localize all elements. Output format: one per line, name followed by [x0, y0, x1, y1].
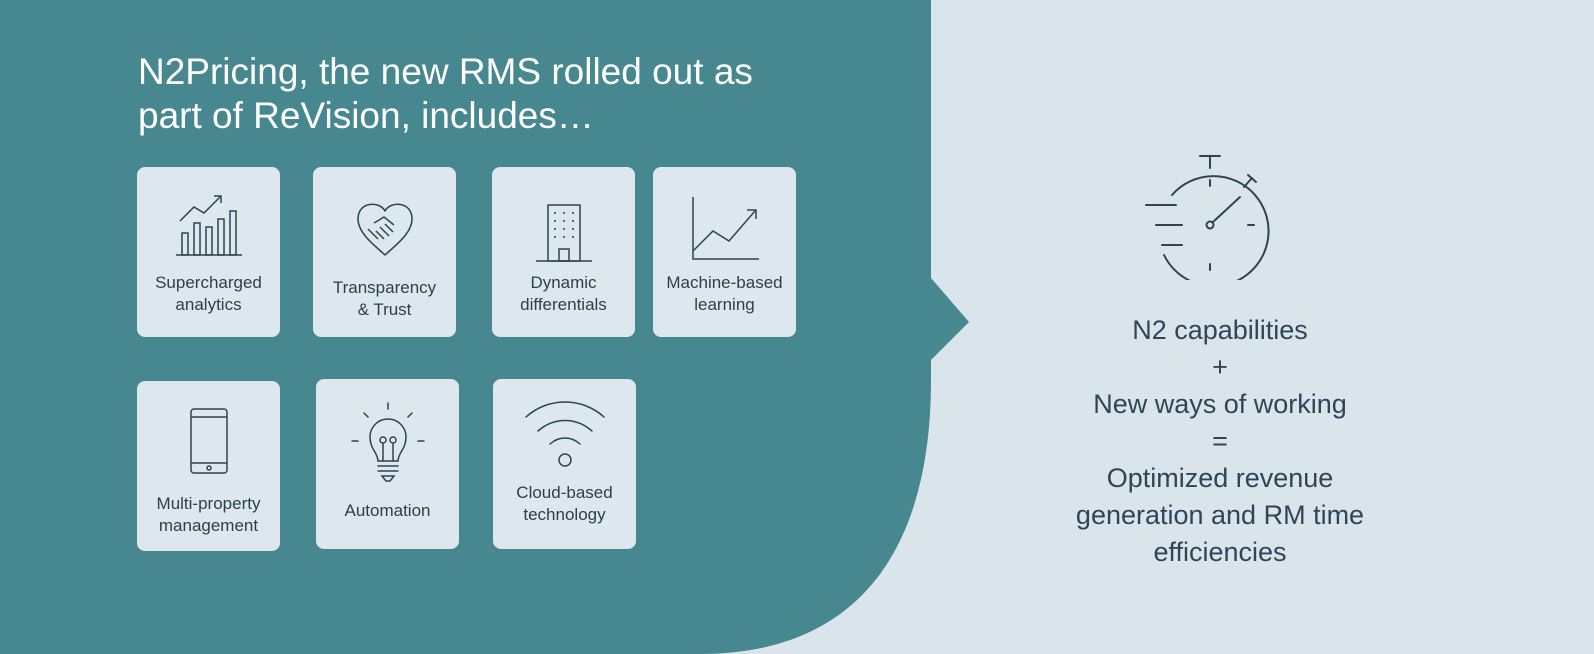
- feature-tile-transparency-trust: Transparency & Trust: [313, 167, 456, 337]
- equation-line: +: [1212, 352, 1228, 382]
- feature-tile-cloud-based-technology: Cloud-based technology: [493, 379, 636, 549]
- lightbulb-icon: [350, 401, 426, 485]
- feature-label: Supercharged analytics: [155, 273, 262, 314]
- wifi-icon: [522, 399, 608, 469]
- feature-tile-supercharged-analytics: Supercharged analytics: [137, 167, 280, 337]
- heart-handshake-icon: [354, 199, 416, 257]
- line-chart-icon: [689, 195, 761, 263]
- feature-tile-machine-based-learning: Machine-based learning: [653, 167, 796, 337]
- equation-line: generation and RM time: [1075, 500, 1365, 530]
- title-line: part of ReVision, includes…: [138, 95, 594, 136]
- equation-line: efficiencies: [1153, 537, 1287, 567]
- stopwatch-icon: [1140, 150, 1270, 288]
- result-equation: N2 capabilities + New ways of working = …: [1020, 312, 1420, 571]
- feature-label: Dynamic differentials: [520, 273, 607, 314]
- feature-tile-multi-property-management: Multi-property management: [137, 381, 280, 551]
- equation-line: New ways of working: [1093, 389, 1347, 419]
- feature-label: Multi-property management: [156, 494, 261, 535]
- equation-line: Optimized revenue: [1106, 463, 1334, 493]
- feature-label: Transparency & Trust: [332, 278, 437, 319]
- equation-line: N2 capabilities: [1132, 315, 1308, 345]
- mobile-phone-icon: [189, 407, 229, 475]
- feature-label: Cloud-based technology: [516, 483, 613, 524]
- title-line: N2Pricing, the new RMS rolled out as: [138, 51, 753, 92]
- page-title: N2Pricing, the new RMS rolled out as par…: [138, 50, 838, 138]
- feature-label: Machine-based learning: [666, 273, 783, 314]
- feature-tile-dynamic-differentials: Dynamic differentials: [492, 167, 635, 337]
- building-icon: [534, 203, 594, 263]
- equation-line: =: [1212, 426, 1228, 456]
- feature-label: Automation: [344, 501, 431, 520]
- feature-tile-automation: Automation: [316, 379, 459, 549]
- bar-chart-growth-icon: [174, 191, 244, 257]
